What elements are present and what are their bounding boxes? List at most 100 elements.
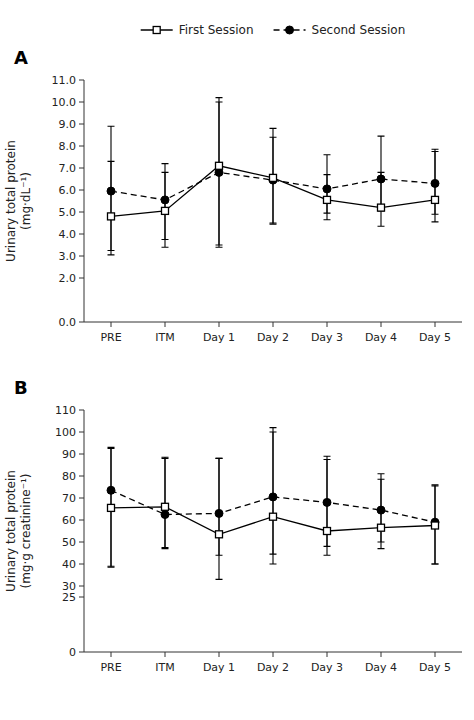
y-tick-label: 100 (55, 426, 76, 439)
y-tick (79, 234, 84, 235)
series: Second Session (107, 102, 439, 255)
point (324, 196, 331, 203)
panel: 02530405060708090100110PREITMDay 1Day 2D… (4, 377, 462, 674)
y-tick-label: 2.0 (59, 272, 77, 285)
x-tick-label: Day 4 (365, 661, 397, 674)
x-tick-label: Day 2 (257, 331, 289, 344)
error-bar (432, 486, 439, 564)
x-tick-label: Day 5 (419, 331, 451, 344)
point (378, 524, 385, 531)
x-tick-label: PRE (100, 661, 121, 674)
error-bar (432, 485, 439, 564)
y-axis-label: Urinary total protein(mg·dL⁻¹) (4, 140, 33, 262)
panel: 0.02.03.04.05.06.07.08.09.010.011.0PREIT… (4, 47, 462, 344)
point (270, 513, 277, 520)
point (108, 504, 115, 511)
error-bar (270, 432, 277, 554)
x-tick-label: Day 1 (203, 331, 235, 344)
error-bar (162, 172, 169, 247)
plot-area: Second SessionFirst Session (107, 428, 439, 580)
y-tick (79, 586, 84, 587)
error-bar (324, 460, 331, 556)
y-tick (79, 564, 84, 565)
x-tick (111, 322, 112, 327)
y-tick-label: 6.0 (59, 184, 77, 197)
error-bar (108, 161, 115, 250)
x-tick-label: Day 2 (257, 661, 289, 674)
y-tick-label: 80 (62, 470, 76, 483)
y-tick (79, 476, 84, 477)
error-bar (108, 449, 115, 568)
y-tick-label: 8.0 (59, 140, 77, 153)
y-axis (84, 80, 85, 322)
y-tick (79, 80, 84, 81)
y-tick (79, 454, 84, 455)
point (378, 204, 385, 211)
point (432, 522, 439, 529)
y-tick-label: 30 (62, 580, 76, 593)
y-tick (79, 102, 84, 103)
x-tick-label: Day 5 (419, 661, 451, 674)
x-tick (219, 322, 220, 327)
plot-area: Second SessionFirst Session (107, 98, 439, 255)
y-axis (84, 410, 85, 652)
y-tick-label: 4.0 (59, 228, 77, 241)
y-tick (79, 498, 84, 499)
y-tick-label: 10.0 (52, 96, 77, 109)
x-tick-label: ITM (155, 331, 174, 344)
error-bar (378, 172, 385, 226)
x-tick (273, 652, 274, 657)
y-tick (79, 124, 84, 125)
y-tick-label: 40 (62, 558, 76, 571)
y-tick-label: 70 (62, 492, 76, 505)
y-tick-label: 60 (62, 514, 76, 527)
legend: First SessionSecond Session (141, 23, 406, 37)
point (324, 528, 331, 535)
y-tick (79, 278, 84, 279)
point (162, 503, 169, 510)
legend-item: First Session (141, 23, 254, 37)
point (216, 162, 223, 169)
y-tick (79, 652, 84, 653)
y-axis-label: Urinary total protein(mg·g creatinine⁻¹) (4, 470, 33, 592)
x-tick (327, 652, 328, 657)
series-line (111, 507, 435, 535)
x-tick-label: PRE (100, 331, 121, 344)
y-tick (79, 520, 84, 521)
error-bar (270, 128, 277, 224)
y-tick (79, 542, 84, 543)
y-tick-label: 5.0 (59, 206, 77, 219)
x-tick (381, 322, 382, 327)
series: First Session (108, 98, 439, 251)
y-tick (79, 256, 84, 257)
x-tick-label: ITM (155, 661, 174, 674)
y-tick (79, 410, 84, 411)
error-bar (162, 458, 169, 548)
point (216, 531, 223, 538)
point (162, 207, 169, 214)
y-tick (79, 168, 84, 169)
error-bar (432, 152, 439, 222)
x-tick-label: Day 4 (365, 331, 397, 344)
x-tick (111, 652, 112, 657)
y-tick-label: 90 (62, 448, 76, 461)
point (432, 196, 439, 203)
error-bar (270, 428, 277, 564)
x-tick (165, 652, 166, 657)
y-tick-label: 11.0 (52, 74, 77, 87)
x-tick (327, 322, 328, 327)
series: Second Session (107, 428, 439, 567)
y-tick (79, 432, 84, 433)
error-bar (108, 126, 115, 255)
y-tick-label: 3.0 (59, 250, 77, 263)
y-tick (79, 146, 84, 147)
legend-marker (286, 26, 294, 34)
x-tick-label: Day 3 (311, 331, 343, 344)
x-tick (165, 322, 166, 327)
point (270, 174, 277, 181)
y-tick-label: 0.0 (59, 316, 77, 329)
x-tick (219, 652, 220, 657)
x-tick (435, 322, 436, 327)
x-tick (273, 322, 274, 327)
y-tick (79, 212, 84, 213)
